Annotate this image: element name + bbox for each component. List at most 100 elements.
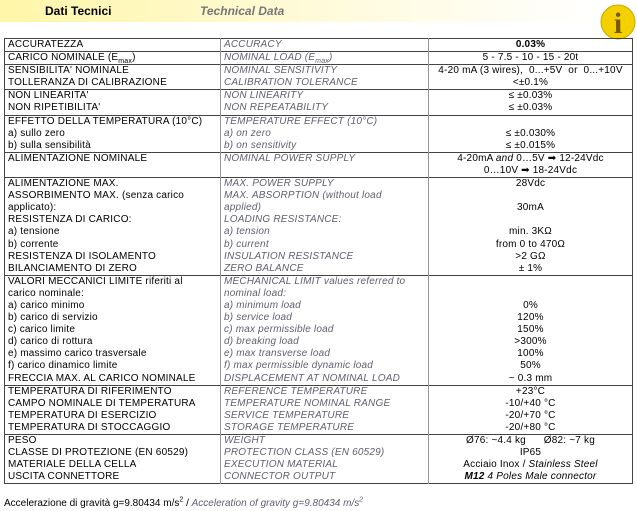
row: applicato): applied) 30mA (4, 202, 633, 215)
value: 28Vdc (429, 178, 633, 191)
row: NON RIPETIBILITA' NON REPEATABILITY ≤ ±0.0… (4, 102, 633, 116)
label-en: CALIBRATION TOLERANCE (220, 77, 429, 90)
value: from 0 to 470Ω (429, 239, 633, 251)
value: 5 - 7.5 - 10 - 15 - 20t (429, 52, 633, 65)
label-it-text: RESISTENZA DI CARICO: (8, 214, 132, 226)
label-it-text: PESO (8, 435, 37, 446)
label-it-text: a) tensione (8, 226, 60, 238)
row: ACCURATEZZA ACCURACY 0.03% (4, 38, 633, 52)
label-en: MAX. POWER SUPPLY (220, 177, 429, 191)
label-en-text: TEMPERATURE NOMINAL RANGE (224, 397, 391, 409)
label-en-text: b) on sensitivity (224, 139, 297, 151)
value: 4-20 mA (3 wires), 0...+5V or 0...+10V (429, 65, 633, 78)
section: CARICO NOMINALE (Emax) NOMINAL LOAD (Emax… (4, 51, 633, 65)
label-en: EXECUTION MATERIAL (220, 459, 429, 472)
label-it: EFFETTO DELLA TEMPERATURA (10°C) (4, 115, 221, 128)
label-it-text: USCITA CONNETTORE (8, 471, 120, 483)
label-it-text: e) massimo carico trasversale (8, 348, 147, 360)
value-text: -20/+80 °C (505, 421, 556, 433)
row: CLASSE DI PROTEZIONE (EN 60529) PROTECTIO… (4, 447, 633, 460)
label-it-text: SENSIBILITA' NOMINALE (8, 65, 129, 77)
row: RESISTENZA DI CARICO: LOADING RESISTANCE: (4, 214, 633, 227)
label-it-text: ) (132, 52, 136, 64)
label-en: DISPLACEMENT AT NOMINAL LOAD (220, 372, 429, 386)
row: c) carico limite c) max permissible load 1… (4, 324, 633, 337)
label-en: ZERO BALANCE (220, 262, 429, 276)
label-en-text: b) service load (224, 312, 293, 324)
value-text: 4-20 mA (3 wires), 0...+5V or 0...+10V (438, 65, 623, 77)
label-en: a) minimum load (220, 299, 429, 313)
label-it-text: a) carico minimo (8, 299, 85, 311)
label-it: e) massimo carico trasversale (4, 348, 221, 361)
label-it-text: carico nominale: (8, 287, 85, 299)
label-it-text: ASSORBIMENTO MAX. (senza carico (8, 190, 185, 202)
label-it: USCITA CONNETTORE (4, 471, 221, 484)
label-it: NON LINEARITA' (4, 89, 221, 103)
label-en-text: EXECUTION MATERIAL (224, 459, 338, 471)
row: ALIMENTAZIONE NOMINALE NOMINAL POWER SUPP… (4, 152, 633, 165)
label-it-text: b) corrente (8, 238, 59, 250)
value (429, 288, 633, 300)
value: <±0.1% (429, 77, 633, 90)
value-text: 0% (523, 299, 538, 311)
value: 4-20mA and 0…5V ➡ 12-24Vdc (429, 152, 633, 165)
footer-it: Accelerazione di gravità g=9.80434 m/s (4, 498, 180, 509)
value-text: 100% (517, 348, 544, 360)
label-en (220, 164, 429, 178)
label-en: REFERENCE TEMPERATURE (220, 385, 429, 398)
label-it: ACCURATEZZA (4, 38, 221, 52)
value: +23°C (429, 385, 633, 398)
value: 0…10V ➡ 18-24Vdc (429, 165, 633, 178)
label-en: PROTECTION CLASS (EN 60529) (220, 447, 429, 460)
value-text: 0…10V ➡ 18-24Vdc (483, 164, 578, 176)
label-en-text: WEIGHT (224, 435, 266, 446)
label-en-text: b) current (224, 238, 269, 250)
value-text: Stainless Steel (528, 459, 598, 471)
label-it-text: TEMPERATURA DI STOCCAGGIO (8, 421, 171, 433)
value: 0% (429, 300, 633, 312)
row: MATERIALE DELLA CELLA EXECUTION MATERIAL A… (4, 459, 633, 472)
row: b) corrente b) current from 0 to 470Ω (4, 238, 633, 251)
label-it-text: BILANCIAMENTO DI ZERO (8, 262, 138, 274)
label-en-text: ZERO BALANCE (224, 262, 304, 274)
label-en: INSULATION RESISTANCE (220, 250, 429, 263)
label-en-text: LOADING RESISTANCE: (224, 214, 342, 226)
label-it-text: max (118, 58, 133, 65)
value: ≤ ±0.015% (429, 140, 633, 153)
value (429, 275, 633, 288)
label-it: CARICO NOMINALE (Emax) (4, 51, 221, 65)
footer-it: 2 (179, 496, 184, 504)
value: ~ 0.3 mm (429, 373, 633, 386)
label-en-text: e) max transverse load (224, 348, 331, 360)
label-it: RESISTENZA DI CARICO: (4, 214, 221, 227)
label-it: b) corrente (4, 238, 221, 251)
label-en: d) breaking load (220, 336, 429, 349)
label-it: ASSORBIMENTO MAX. (senza carico (4, 190, 221, 203)
section: PESO WEIGHT Ø76: ~4.4 kg Ø82: ~7 kg CLASSE … (4, 434, 633, 484)
row: ASSORBIMENTO MAX. (senza carico MAX. ABSO… (4, 190, 633, 203)
value-text: -20/+70 °C (505, 409, 556, 421)
value-text: 0…5V ➡ 12-24Vdc (513, 152, 604, 164)
label-en-text: applied) (224, 202, 262, 214)
label-it-text: ALIMENTAZIONE MAX. (8, 178, 119, 190)
value: ± 1% (429, 263, 633, 276)
label-en: NOMINAL LOAD (Emax) (220, 51, 429, 65)
row: CAMPO NOMINALE DI TEMPERATURA TEMPERATURE… (4, 397, 633, 410)
footer-en-wrap: Acceleration of gravity g=9.80434 m/s2 (192, 497, 364, 509)
label-it: b) carico di servizio (4, 312, 221, 325)
label-it: TEMPERATURA DI STOCCAGGIO (4, 421, 221, 435)
label-it: a) sullo zero (4, 127, 221, 140)
label-it: PESO (4, 434, 221, 448)
value-text: IP65 (519, 447, 542, 459)
info-icon: i (600, 4, 636, 40)
value-text: ≤ ±0.030% (505, 127, 556, 139)
row: VALORI MECCANICI LIMITE riferiti al MECHA… (4, 275, 633, 288)
label-en: c) max permissible load (220, 324, 429, 337)
value: ≤ ±0.03% (429, 90, 633, 103)
value-text: ≤ ±0.03% (508, 90, 553, 102)
label-it: ALIMENTAZIONE NOMINALE (4, 152, 221, 165)
label-it-text: f) carico dinamico limite (8, 360, 118, 372)
label-en: b) on sensitivity (220, 139, 429, 153)
label-en: e) max transverse load (220, 348, 429, 361)
value-text: ± 1% (518, 262, 543, 274)
